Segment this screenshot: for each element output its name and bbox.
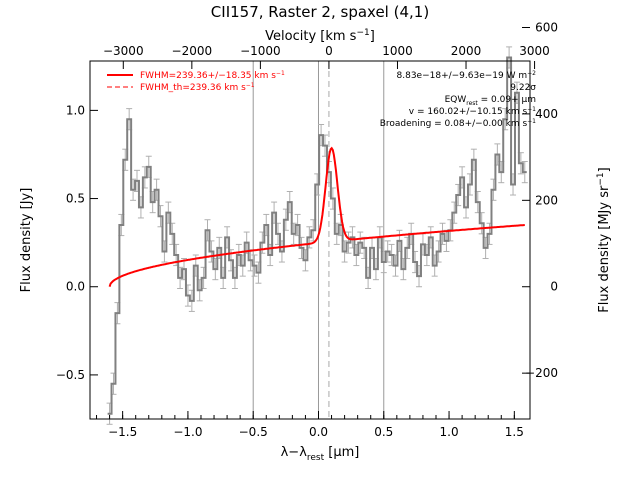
top-tick-label: −1000 [240, 44, 281, 58]
legend-fit-label: FWHM=239.36+/−18.35 km s−1 [140, 70, 285, 81]
right-tick-label: 200 [535, 193, 558, 207]
y-tick-label: 0.5 [66, 192, 85, 206]
fit-series-line [108, 146, 525, 288]
right-tick-label: 400 [535, 107, 558, 121]
top-axis-label: Velocity [km s−1] [265, 28, 375, 44]
x-tick-label: −1.5 [108, 425, 137, 439]
right-tick-label: 0 [550, 280, 558, 294]
top-tick-label: 2000 [451, 44, 482, 58]
annotation-sigma: 9.22σ [510, 83, 536, 93]
top-tick-label: 3000 [519, 44, 550, 58]
right-tick-label: 600 [535, 20, 558, 34]
left-axis-label: Flux density [Jy] [19, 188, 34, 293]
annotation-flux: 8.83e−18+/−9.63e−19 W m−2 [397, 70, 537, 81]
x-tick-label: 0.5 [374, 425, 393, 439]
annotation-eqw: EQWrest = 0.09+ μm [445, 95, 536, 107]
right-tick-label: −200 [525, 366, 558, 380]
x-tick-label: 1.0 [440, 425, 459, 439]
plot-frame [89, 60, 531, 420]
top-tick-label: 1000 [382, 44, 413, 58]
y-tick-label: 1.0 [66, 103, 85, 117]
top-tick-label: −3000 [103, 44, 144, 58]
data-series-line [107, 56, 527, 415]
y-tick-label: −0.5 [56, 368, 85, 382]
fit-annotations: 8.83e−18+/−9.63e−19 W m−2 9.22σ EQWrest … [380, 70, 537, 129]
top-tick-label: 0 [325, 44, 333, 58]
x-tick-label: −0.5 [239, 425, 268, 439]
x-tick-label: 0.0 [309, 425, 328, 439]
legend-th-label: FWHM_th=239.36 km s−1 [140, 82, 255, 93]
right-axis-label: Flux density [MJy sr−1] [596, 167, 612, 312]
annotation-velocity: v = 160.02+/−10.15 km s−1 [409, 106, 536, 117]
annotation-broadening: Broadening = 0.08+/−0.00 km s−1 [380, 118, 536, 129]
x-tick-label: 1.5 [505, 425, 524, 439]
bottom-axis-label: λ−λrest [μm] [281, 445, 360, 463]
chart-title: CII157, Raster 2, spaxel (4,1) [211, 3, 429, 21]
x-tick-label: −1.0 [173, 425, 202, 439]
top-tick-label: −2000 [172, 44, 213, 58]
legend: FWHM=239.36+/−18.35 km s−1 FWHM_th=239.3… [107, 70, 285, 93]
y-tick-label: 0.0 [66, 280, 85, 294]
